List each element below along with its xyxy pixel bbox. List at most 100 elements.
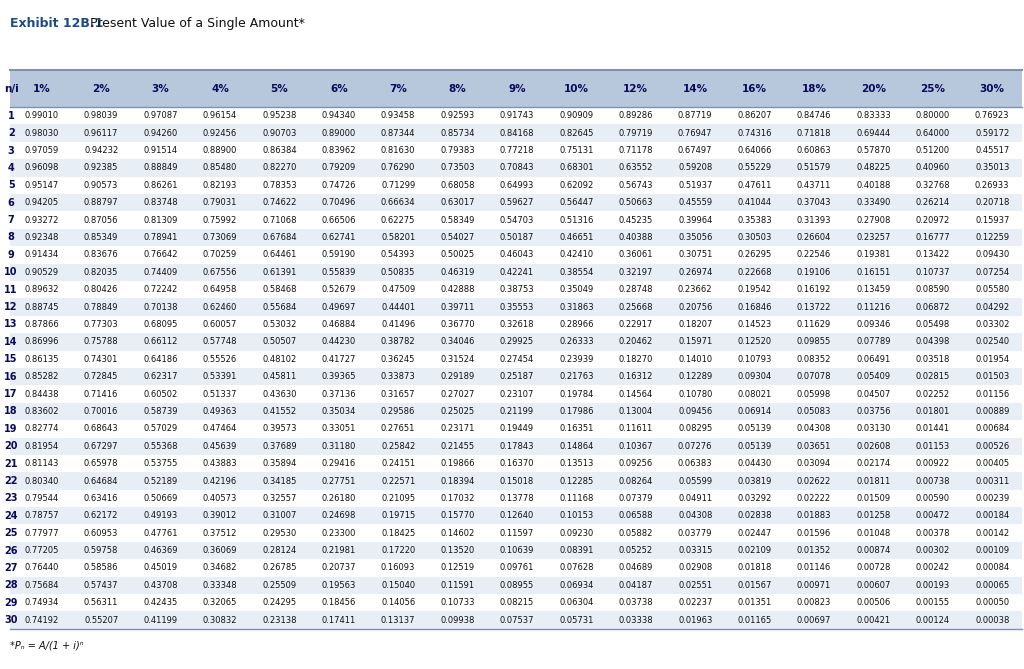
Text: 0.76642: 0.76642 — [143, 250, 178, 260]
Text: 0.71299: 0.71299 — [381, 181, 416, 190]
Text: 0.73503: 0.73503 — [440, 163, 475, 173]
Text: 0.04507: 0.04507 — [856, 389, 891, 399]
Text: 0.96098: 0.96098 — [25, 163, 59, 173]
Text: 0.19106: 0.19106 — [797, 268, 831, 277]
Text: 0.23257: 0.23257 — [856, 233, 891, 242]
Text: 0.06383: 0.06383 — [678, 459, 713, 468]
Text: 12%: 12% — [624, 84, 648, 94]
Text: 0.77977: 0.77977 — [25, 529, 59, 538]
Text: 0.60057: 0.60057 — [203, 320, 238, 329]
Text: 0.97087: 0.97087 — [143, 111, 178, 120]
Text: 0.48225: 0.48225 — [856, 163, 891, 173]
Text: 0.37689: 0.37689 — [262, 442, 297, 451]
Text: 0.45811: 0.45811 — [262, 372, 297, 381]
Text: 0.97059: 0.97059 — [25, 146, 58, 155]
Text: 0.82035: 0.82035 — [84, 268, 119, 277]
Text: 0.04308: 0.04308 — [797, 424, 831, 434]
Text: 0.17220: 0.17220 — [381, 546, 416, 555]
Text: 0.78353: 0.78353 — [262, 181, 297, 190]
Text: 0.47509: 0.47509 — [381, 285, 416, 294]
Text: 0.70016: 0.70016 — [84, 407, 119, 416]
Text: 0.22546: 0.22546 — [797, 250, 831, 260]
Text: 0.67556: 0.67556 — [203, 268, 238, 277]
Text: 0.27027: 0.27027 — [440, 389, 475, 399]
Text: 4: 4 — [8, 163, 14, 173]
Text: 0.25187: 0.25187 — [500, 372, 535, 381]
Text: 0.62317: 0.62317 — [143, 372, 178, 381]
Text: 0.13722: 0.13722 — [797, 302, 831, 312]
Text: 0.65978: 0.65978 — [84, 459, 119, 468]
Text: 0.59190: 0.59190 — [322, 250, 355, 260]
Text: 0.00590: 0.00590 — [915, 494, 950, 503]
Text: 0.80426: 0.80426 — [84, 285, 119, 294]
Text: 0.71068: 0.71068 — [262, 215, 297, 225]
Text: 0.03315: 0.03315 — [678, 546, 713, 555]
Text: 16%: 16% — [742, 84, 767, 94]
Text: 0.36245: 0.36245 — [381, 355, 416, 364]
Text: 0.87056: 0.87056 — [84, 215, 119, 225]
Text: 0.16151: 0.16151 — [856, 268, 891, 277]
Text: 0.58201: 0.58201 — [381, 233, 416, 242]
Text: 0.66634: 0.66634 — [381, 198, 416, 207]
Text: 0.22668: 0.22668 — [737, 268, 772, 277]
Text: 0.85349: 0.85349 — [84, 233, 119, 242]
Text: 0.03518: 0.03518 — [915, 355, 950, 364]
Text: 0.26214: 0.26214 — [915, 198, 950, 207]
Text: 0.88849: 0.88849 — [143, 163, 178, 173]
Text: 0.37136: 0.37136 — [322, 389, 356, 399]
Text: 0.07276: 0.07276 — [678, 442, 713, 451]
Text: 0.03302: 0.03302 — [975, 320, 1010, 329]
Text: 0.35553: 0.35553 — [500, 302, 535, 312]
Text: 0.03738: 0.03738 — [618, 598, 653, 607]
Text: 0.99010: 0.99010 — [25, 111, 58, 120]
Text: 0.09938: 0.09938 — [440, 615, 475, 625]
Text: 0.72242: 0.72242 — [143, 285, 178, 294]
Text: 0.19449: 0.19449 — [500, 424, 535, 434]
Text: 0.02109: 0.02109 — [737, 546, 772, 555]
Text: 0.75788: 0.75788 — [84, 337, 119, 347]
Text: 0.86261: 0.86261 — [143, 181, 178, 190]
Text: 0.16370: 0.16370 — [500, 459, 535, 468]
Text: 29: 29 — [4, 598, 17, 607]
Text: 0.02252: 0.02252 — [915, 389, 950, 399]
Text: 0.59208: 0.59208 — [678, 163, 713, 173]
Text: 0.00526: 0.00526 — [975, 442, 1010, 451]
Text: 0.20462: 0.20462 — [618, 337, 653, 347]
Text: 0.57748: 0.57748 — [203, 337, 238, 347]
Text: 0.84438: 0.84438 — [25, 389, 59, 399]
Text: 0.40188: 0.40188 — [856, 181, 891, 190]
Text: 0.03130: 0.03130 — [856, 424, 891, 434]
Text: 2%: 2% — [92, 84, 110, 94]
Text: 0.07537: 0.07537 — [500, 615, 535, 625]
Text: 0.50187: 0.50187 — [500, 233, 535, 242]
Text: 0.14523: 0.14523 — [737, 320, 772, 329]
Text: 0.82774: 0.82774 — [25, 424, 59, 434]
Text: 22: 22 — [4, 476, 17, 486]
Text: 0.00823: 0.00823 — [797, 598, 831, 607]
Text: 0.55368: 0.55368 — [143, 442, 178, 451]
Text: 0.79544: 0.79544 — [25, 494, 58, 503]
Text: 0.18270: 0.18270 — [618, 355, 653, 364]
Text: 0.80340: 0.80340 — [25, 476, 59, 486]
Text: 0.64993: 0.64993 — [500, 181, 535, 190]
Text: 0.35894: 0.35894 — [262, 459, 297, 468]
Text: 0.94232: 0.94232 — [84, 146, 118, 155]
Text: 0.02908: 0.02908 — [678, 563, 713, 573]
Text: 0.16312: 0.16312 — [618, 372, 653, 381]
Text: 0.07628: 0.07628 — [559, 563, 594, 573]
Text: 0.01351: 0.01351 — [737, 598, 772, 607]
Text: 0.30503: 0.30503 — [737, 233, 772, 242]
Text: 0.11168: 0.11168 — [559, 494, 594, 503]
Text: 0.28748: 0.28748 — [618, 285, 653, 294]
Text: 0.70496: 0.70496 — [322, 198, 356, 207]
Text: 0.01503: 0.01503 — [975, 372, 1010, 381]
Text: 0.12640: 0.12640 — [500, 511, 535, 520]
Text: 0.63416: 0.63416 — [84, 494, 119, 503]
Text: 0.90529: 0.90529 — [25, 268, 58, 277]
Text: 8%: 8% — [449, 84, 467, 94]
Text: 0.03819: 0.03819 — [737, 476, 772, 486]
Text: 0.04911: 0.04911 — [678, 494, 713, 503]
Text: 0.47761: 0.47761 — [143, 529, 178, 538]
Text: 0.26295: 0.26295 — [737, 250, 772, 260]
Text: 0.29925: 0.29925 — [500, 337, 535, 347]
